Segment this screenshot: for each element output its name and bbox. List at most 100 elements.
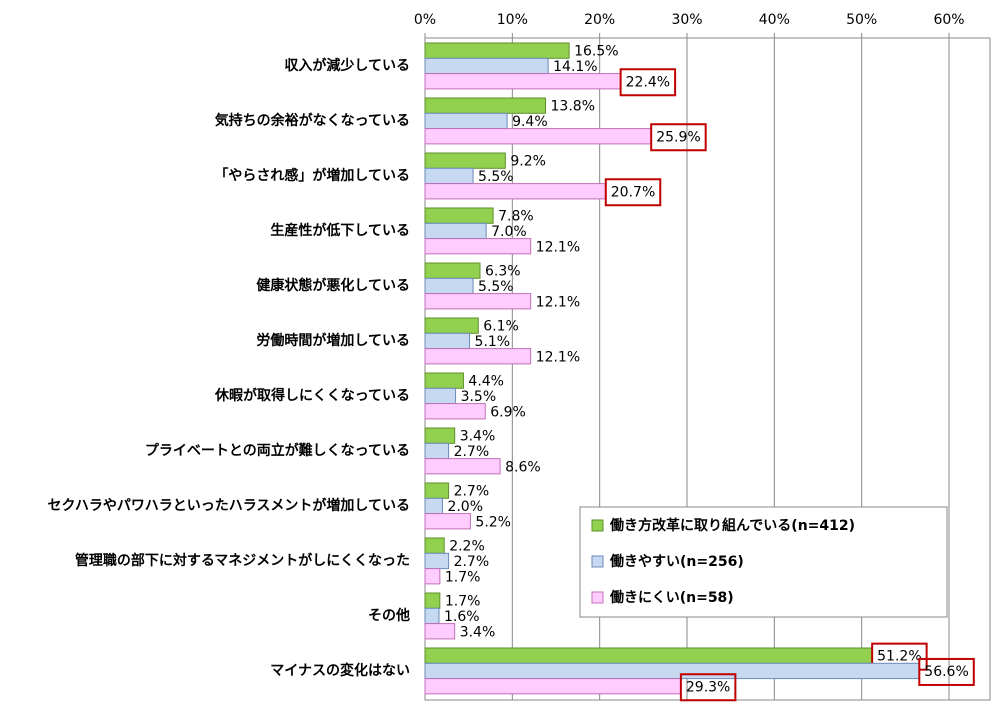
bar xyxy=(424,152,506,169)
value-label: 2.7% xyxy=(454,444,490,460)
bar xyxy=(424,387,457,405)
legend xyxy=(579,506,948,618)
value-label: 2.7% xyxy=(454,484,490,500)
bar xyxy=(424,207,494,224)
value-label: 4.4% xyxy=(468,374,504,390)
x-tick-label: 0% xyxy=(414,12,436,28)
x-tick-label: 60% xyxy=(933,12,964,28)
bar xyxy=(424,262,481,279)
category-text: 労働時間が増加している xyxy=(256,332,410,349)
value-label: 7.8% xyxy=(498,209,534,225)
bar xyxy=(424,348,532,365)
category-label: セクハラやパワハラといったハラスメントが増加している xyxy=(0,483,410,529)
bar xyxy=(424,497,443,515)
bar xyxy=(424,317,479,334)
value-label: 9.2% xyxy=(510,154,546,170)
bar xyxy=(424,183,607,200)
highlight-box xyxy=(918,657,975,686)
value-label: 12.1% xyxy=(536,294,580,310)
legend-swatch xyxy=(591,555,604,568)
category-label: 生産性が低下している xyxy=(0,208,410,254)
value-label: 12.1% xyxy=(536,239,580,255)
value-label: 2.7% xyxy=(454,554,490,570)
bar xyxy=(424,678,682,695)
value-label: 16.5% xyxy=(574,44,618,60)
bar xyxy=(424,442,450,460)
bar xyxy=(424,167,474,185)
bar xyxy=(424,623,456,640)
value-label: 9.4% xyxy=(512,114,548,130)
value-label: 1.6% xyxy=(444,609,480,625)
value-label: 5.5% xyxy=(478,279,514,295)
category-label: その他 xyxy=(0,593,410,639)
value-label: 5.5% xyxy=(478,169,514,185)
bar xyxy=(424,662,920,680)
category-text: プライベートとの両立が難しくなっている xyxy=(144,442,410,459)
category-text: 健康状態が悪化している xyxy=(256,277,410,294)
value-label: 14.1% xyxy=(553,59,597,75)
highlight-box xyxy=(604,178,662,207)
bar xyxy=(424,537,445,554)
category-text: セクハラやパワハラといったハラスメントが増加している xyxy=(47,497,410,514)
bar xyxy=(424,277,474,295)
bar xyxy=(424,97,547,114)
x-tick-label: 20% xyxy=(584,12,615,28)
bar xyxy=(424,458,501,475)
category-label: 気持ちの余裕がなくなっている xyxy=(0,98,410,144)
bar xyxy=(424,403,486,420)
category-text: 生産性が低下している xyxy=(270,222,410,239)
legend-swatch xyxy=(591,519,604,532)
value-label: 1.7% xyxy=(445,569,481,585)
value-label: 2.0% xyxy=(447,499,483,515)
category-text: マイナスの変化はない xyxy=(270,662,410,679)
value-label: 3.5% xyxy=(461,389,497,405)
value-label: 7.0% xyxy=(491,224,527,240)
category-text: 「やらされ感」が増加している xyxy=(214,167,410,184)
value-label: 56.6% xyxy=(924,664,968,680)
category-label: 健康状態が悪化している xyxy=(0,263,410,309)
x-tick-label: 50% xyxy=(846,12,877,28)
bar xyxy=(424,112,508,130)
value-label: 5.2% xyxy=(475,514,511,530)
bar xyxy=(424,427,456,444)
bar xyxy=(424,42,570,59)
bar xyxy=(424,332,471,350)
value-label: 3.4% xyxy=(460,429,496,445)
bar xyxy=(424,372,464,389)
bar xyxy=(424,607,440,625)
category-label: 労働時間が増加している xyxy=(0,318,410,364)
category-text: 休暇が取得しにくくなっている xyxy=(214,387,410,404)
category-text: 気持ちの余裕がなくなっている xyxy=(214,112,410,129)
category-text: 収入が減少している xyxy=(284,57,410,74)
category-text: その他 xyxy=(368,607,410,624)
bar xyxy=(424,592,441,609)
value-label: 20.7% xyxy=(611,184,655,200)
value-label: 5.1% xyxy=(475,334,511,350)
x-tick-label: 30% xyxy=(671,12,702,28)
value-label: 22.4% xyxy=(626,74,670,90)
category-label: プライベートとの両立が難しくなっている xyxy=(0,428,410,474)
highlight-box xyxy=(650,123,707,152)
category-text: 管理職の部下に対するマネジメントがしにくくなった xyxy=(74,552,410,569)
category-label: 休暇が取得しにくくなっている xyxy=(0,373,410,419)
bar xyxy=(424,513,471,530)
x-tick-label: 10% xyxy=(497,12,528,28)
category-label: 管理職の部下に対するマネジメントがしにくくなった xyxy=(0,538,410,584)
value-label: 25.9% xyxy=(656,129,700,145)
value-label: 2.2% xyxy=(449,539,485,555)
category-label: マイナスの変化はない xyxy=(0,648,410,694)
legend-label: 働き方改革に取り組んでいる(n=412) xyxy=(609,517,855,534)
bar xyxy=(424,222,487,240)
legend-swatch xyxy=(591,591,604,604)
bar xyxy=(424,238,532,255)
value-label: 6.3% xyxy=(485,264,521,280)
highlight-box xyxy=(619,68,677,97)
value-label: 13.8% xyxy=(551,99,595,115)
value-label: 8.6% xyxy=(505,459,541,475)
value-label: 29.3% xyxy=(686,679,730,695)
bar xyxy=(424,73,622,90)
category-label: 収入が減少している xyxy=(0,43,410,89)
value-label: 6.1% xyxy=(483,319,519,335)
